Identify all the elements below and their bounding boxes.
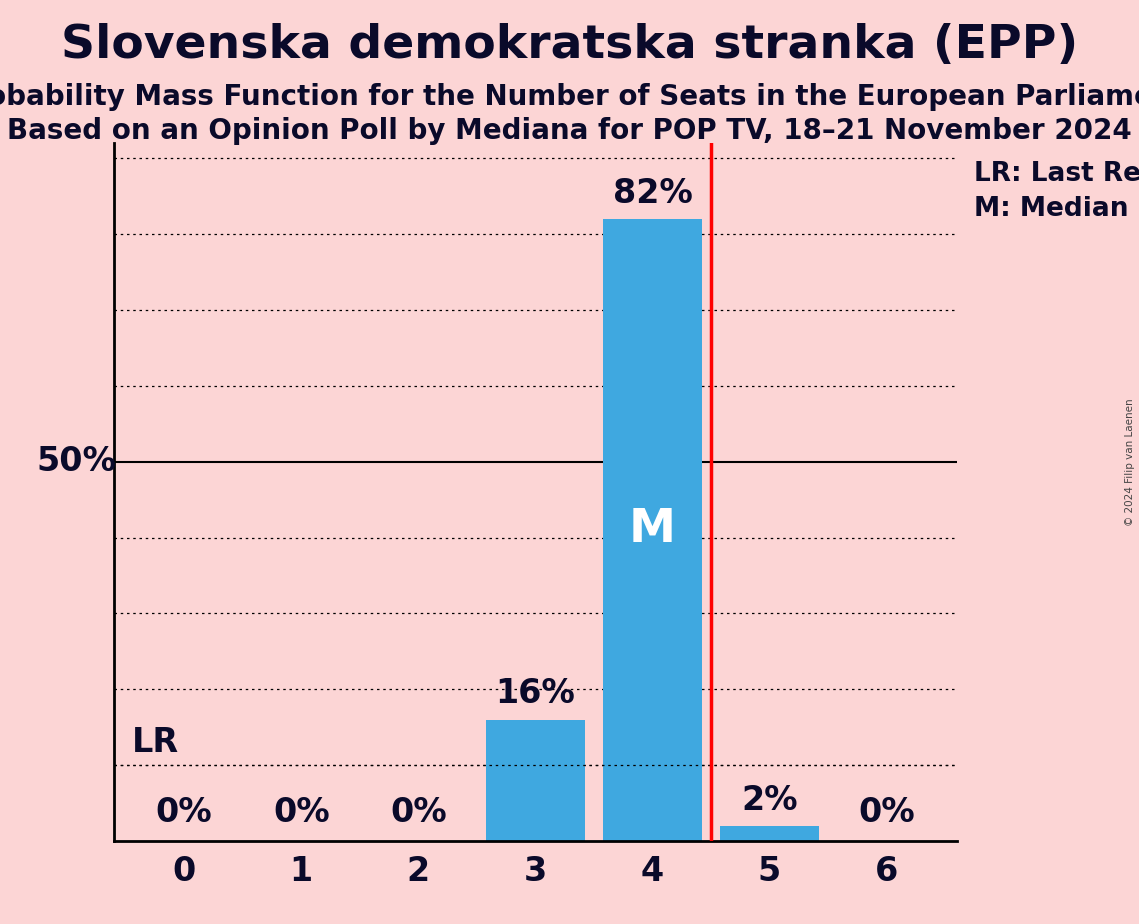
Text: 0%: 0% bbox=[390, 796, 446, 830]
Text: 0%: 0% bbox=[156, 796, 213, 830]
Text: 2%: 2% bbox=[741, 784, 797, 817]
Text: 0%: 0% bbox=[858, 796, 915, 830]
Text: 50%: 50% bbox=[36, 445, 116, 479]
Bar bbox=[720, 826, 819, 841]
Text: Slovenska demokratska stranka (EPP): Slovenska demokratska stranka (EPP) bbox=[62, 23, 1077, 68]
Text: M: Median: M: Median bbox=[974, 196, 1128, 222]
Text: M: M bbox=[629, 507, 675, 553]
Text: LR: Last Result: LR: Last Result bbox=[974, 161, 1139, 187]
Text: Based on an Opinion Poll by Mediana for POP TV, 18–21 November 2024: Based on an Opinion Poll by Mediana for … bbox=[7, 117, 1132, 145]
Bar bbox=[603, 219, 702, 841]
Text: 0%: 0% bbox=[273, 796, 329, 830]
Text: Probability Mass Function for the Number of Seats in the European Parliament: Probability Mass Function for the Number… bbox=[0, 83, 1139, 111]
Text: LR: LR bbox=[131, 726, 179, 759]
Text: © 2024 Filip van Laenen: © 2024 Filip van Laenen bbox=[1125, 398, 1134, 526]
Bar bbox=[485, 720, 585, 841]
Text: 82%: 82% bbox=[613, 177, 693, 210]
Text: 16%: 16% bbox=[495, 677, 575, 711]
